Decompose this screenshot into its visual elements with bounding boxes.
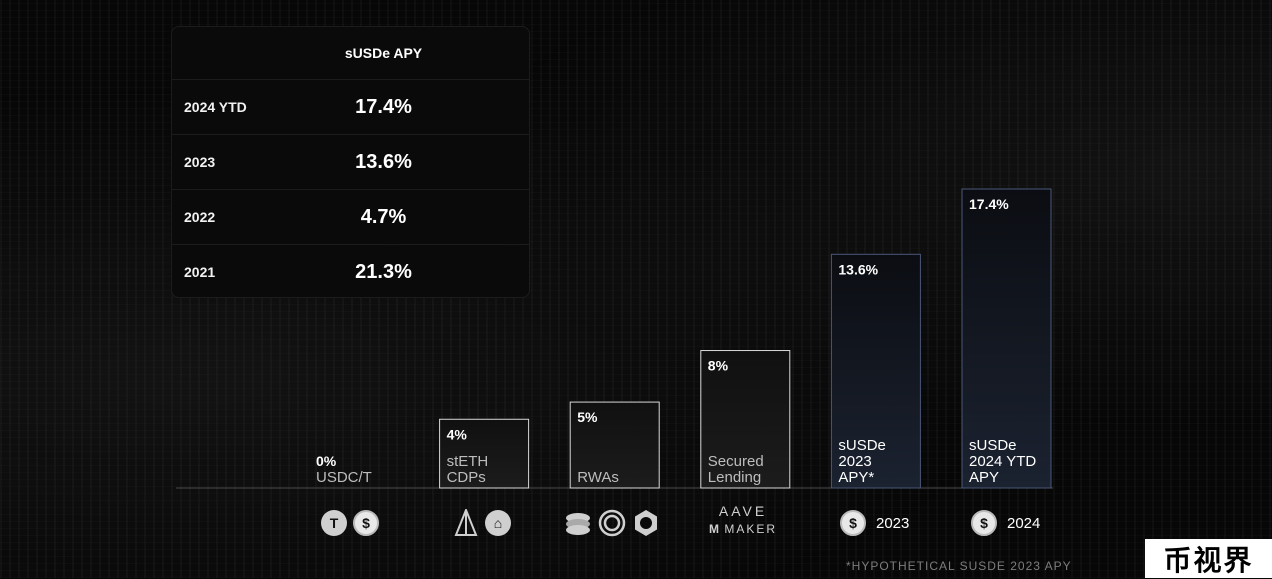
- row-year: 2023: [184, 154, 216, 170]
- bar: [961, 188, 1052, 489]
- bar-value-label: 13.6%: [838, 261, 878, 277]
- tether-icon: T: [321, 510, 347, 536]
- bar-value-label: 5%: [577, 409, 598, 425]
- row-apy: 21.3%: [355, 260, 412, 283]
- usdc-t-icons: T $: [321, 508, 379, 538]
- susde-2024-label: 2024: [1007, 514, 1041, 532]
- susde-2023-icon-group: $ 2023: [840, 508, 909, 538]
- row-apy: 17.4%: [355, 95, 412, 118]
- susde-2024-icon-group: $ 2024: [971, 508, 1040, 538]
- bar-category-label: 2024 YTD: [969, 453, 1036, 470]
- ondo-icon: [598, 509, 626, 537]
- bar-category-label: APY*: [838, 469, 874, 486]
- bar: [830, 253, 921, 489]
- aave-maker-logo: AAVE M MAKER: [709, 504, 777, 535]
- bar-value-label: 0%: [316, 453, 337, 469]
- bar-category-label: APY: [969, 469, 999, 486]
- bar: [439, 418, 530, 489]
- eth-coin-icon: ⌂: [485, 510, 511, 536]
- apy-column-header: sUSDe APY: [344, 45, 423, 61]
- row-year: 2022: [184, 209, 216, 225]
- bar-value-label: 17.4%: [969, 196, 1009, 212]
- bar-category-label: sUSDe: [969, 437, 1017, 454]
- maker-m-icon: M: [709, 521, 719, 536]
- susde-2023-label: 2023: [876, 514, 910, 532]
- bar-category-label: RWAs: [577, 469, 619, 486]
- bar: [569, 401, 660, 489]
- bar-category-label: stETH: [447, 453, 489, 470]
- aave-logo: AAVE: [718, 502, 768, 519]
- bar-value-label: 8%: [708, 358, 729, 374]
- maker-logo: M MAKER: [709, 521, 778, 536]
- row-year: 2024 YTD: [184, 99, 247, 115]
- bar-category-label: 2023: [838, 453, 871, 470]
- table-row: 2023 13.6%: [172, 134, 529, 189]
- row-year: 2021: [184, 264, 216, 280]
- gear-coin-icon: [635, 510, 657, 536]
- steth-icons: ⌂: [453, 508, 511, 538]
- rwa-icons: [564, 508, 660, 538]
- stack-coins-icon: [566, 513, 590, 535]
- table-row: 2021 21.3%: [172, 244, 529, 297]
- footnote: *HYPOTHETICAL SUSDE 2023 APY: [846, 559, 1072, 573]
- bar: [700, 350, 791, 489]
- bar-category-label: CDPs: [447, 469, 486, 486]
- bar-category-label: sUSDe: [838, 437, 886, 454]
- usdc-icon: $: [353, 510, 379, 536]
- table-row: 2024 YTD 17.4%: [172, 79, 529, 134]
- apy-table: sUSDe APY 2024 YTD 17.4% 2023 13.6% 2022…: [171, 26, 530, 298]
- row-apy: 13.6%: [355, 150, 412, 173]
- watermark: 币视界: [1145, 539, 1272, 578]
- lido-icon: [454, 509, 478, 536]
- table-row: 2022 4.7%: [172, 189, 529, 244]
- bar-value-label: 4%: [447, 426, 468, 442]
- bar-category-label: Secured: [708, 453, 764, 470]
- bar-category-label: Lending: [708, 469, 761, 486]
- row-apy: 4.7%: [360, 205, 407, 228]
- lending-logos: AAVE M MAKER: [709, 504, 777, 535]
- susde-icon: $: [971, 510, 997, 536]
- apy-table-header: sUSDe APY: [172, 27, 529, 79]
- bar-category-label: USDC/T: [316, 469, 372, 486]
- susde-icon: $: [840, 510, 866, 536]
